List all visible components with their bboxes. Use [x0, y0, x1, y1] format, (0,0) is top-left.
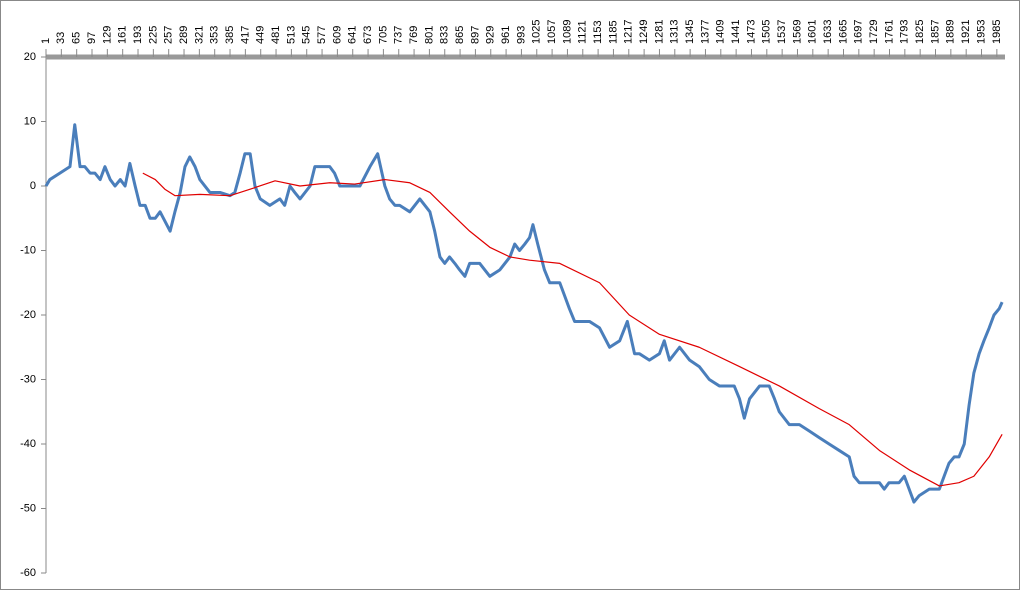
x-tick-label: 161 [117, 26, 129, 44]
x-tick-label: 1953 [975, 20, 987, 44]
x-tick-label: 481 [270, 26, 282, 44]
x-tick-label: 257 [163, 26, 175, 44]
x-tick-label: 1121 [577, 20, 589, 44]
x-tick-label: 1185 [607, 20, 619, 44]
x-tick-label: 897 [469, 26, 481, 44]
y-tick-label: 20 [24, 51, 36, 63]
x-tick-label: 801 [423, 26, 435, 44]
x-tick-label: 673 [362, 26, 374, 44]
x-tick-label: 1729 [868, 20, 880, 44]
x-tick-label: 961 [500, 26, 512, 44]
x-tick-label: 1281 [653, 20, 665, 44]
x-tick-label: 353 [209, 26, 221, 44]
x-tick-label: 513 [285, 26, 297, 44]
x-tick-label: 33 [55, 32, 67, 44]
x-tick-label: 1345 [684, 20, 696, 44]
x-tick-label: 1825 [914, 20, 926, 44]
x-tick-label: 1793 [899, 20, 911, 44]
y-tick-label: -60 [20, 567, 36, 579]
x-tick-label: 321 [193, 26, 205, 44]
x-tick-label: 1633 [822, 20, 834, 44]
y-tick-label: 10 [24, 115, 36, 127]
x-tick-label: 1569 [791, 20, 803, 44]
x-tick-label: 737 [393, 26, 405, 44]
x-tick-label: 1313 [669, 20, 681, 44]
x-tick-label: 1057 [546, 20, 558, 44]
x-tick-label: 1889 [945, 20, 957, 44]
y-tick-label: -40 [20, 438, 36, 450]
x-tick-label: 289 [178, 26, 190, 44]
series-line [142, 172, 1003, 487]
x-tick-label: 1985 [991, 20, 1003, 44]
x-tick-label: 1505 [761, 20, 773, 44]
x-tick-label: 1537 [776, 20, 788, 44]
x-tick-label: 97 [86, 32, 98, 44]
x-tick-label: 1409 [715, 20, 727, 44]
x-tick-label: 1025 [531, 20, 543, 44]
x-tick-label: 1217 [623, 20, 635, 44]
y-tick-label: -30 [20, 373, 36, 385]
y-tick-label: -20 [20, 309, 36, 321]
x-tick-label: 1665 [837, 20, 849, 44]
y-tick-label: -50 [20, 502, 36, 514]
x-tick-label: 1249 [638, 20, 650, 44]
x-tick-label: 1 [40, 38, 52, 44]
x-tick-label: 1441 [730, 20, 742, 44]
x-tick-label: 577 [316, 26, 328, 44]
y-tick-label: -10 [20, 244, 36, 256]
x-tick-label: 1761 [883, 20, 895, 44]
x-tick-label: 865 [454, 26, 466, 44]
x-tick-label: 929 [485, 26, 497, 44]
x-tick-label: 609 [331, 26, 343, 44]
x-tick-label: 833 [439, 26, 451, 44]
x-tick-label: 1601 [807, 20, 819, 44]
x-tick-label: 65 [71, 32, 83, 44]
x-tick-label: 1921 [960, 20, 972, 44]
x-tick-label: 545 [301, 26, 313, 44]
x-tick-label: 993 [515, 26, 527, 44]
x-tick-label: 1857 [929, 20, 941, 44]
x-tick-label: 641 [347, 26, 359, 44]
x-tick-label: 1473 [745, 20, 757, 44]
x-tick-label: 449 [255, 26, 267, 44]
x-tick-label: 129 [101, 26, 113, 44]
x-tick-label: 193 [132, 26, 144, 44]
x-tick-label: 1697 [853, 20, 865, 44]
x-tick-label: 225 [147, 26, 159, 44]
x-tick-label: 769 [408, 26, 420, 44]
x-tick-label: 1377 [699, 20, 711, 44]
y-tick-label: 0 [30, 180, 36, 192]
x-tick-label: 417 [239, 26, 251, 44]
x-tick-label: 1089 [561, 20, 573, 44]
x-tick-label: 385 [224, 26, 236, 44]
x-tick-label: 1153 [592, 20, 604, 44]
x-tick-label: 705 [377, 26, 389, 44]
